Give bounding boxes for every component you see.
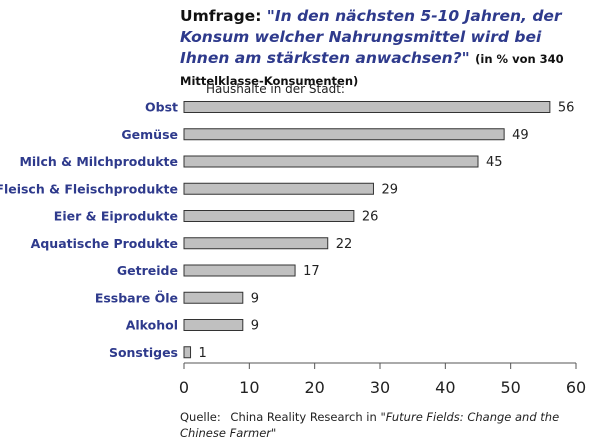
category-label-aquatische-produkte: Aquatische Produkte xyxy=(31,236,178,251)
value-label-essbare-öle: 9 xyxy=(251,291,259,306)
title-question: "In den nächsten 5-10 Jahren, der Konsum… xyxy=(180,7,562,67)
value-label-aquatische-produkte: 22 xyxy=(336,237,353,252)
bar-fleisch-fleischprodukte xyxy=(183,182,374,195)
x-tick-label-50: 50 xyxy=(500,378,520,397)
bar-aquatische-produkte xyxy=(183,237,329,250)
value-label-gemüse: 49 xyxy=(512,128,529,143)
value-label-obst: 56 xyxy=(558,101,575,116)
x-tick-label-10: 10 xyxy=(239,378,259,397)
category-label-obst: Obst xyxy=(145,100,178,115)
bar-sonstiges xyxy=(183,346,192,359)
bar-obst xyxy=(183,101,551,113)
category-label-eier-eiprodukte: Eier & Eiprodukte xyxy=(54,209,178,224)
x-tick-label-40: 40 xyxy=(435,378,455,397)
category-label-fleisch-fleischprodukte: Fleisch & Fleischprodukte xyxy=(0,181,178,196)
value-label-eier-eiprodukte: 26 xyxy=(362,210,379,225)
source-label: Quelle: xyxy=(180,410,221,424)
value-label-fleisch-fleischprodukte: 29 xyxy=(381,182,398,197)
value-label-alkohol: 9 xyxy=(251,319,259,334)
labels-layer: Obst 56 Gemüse 49 Milch & Milchprodukte 45 Fle… xyxy=(0,100,574,361)
value-label-getreide: 17 xyxy=(303,264,320,279)
category-label-essbare-öle: Essbare Öle xyxy=(95,290,178,305)
source-title: "Future Fields: Change and the Chinese F… xyxy=(180,410,560,440)
category-label-getreide: Getreide xyxy=(117,263,178,278)
bar-getreide xyxy=(183,264,296,277)
bars-layer xyxy=(183,101,551,359)
title-note: (in % von 340 Mittelklasse-Konsumenten) xyxy=(180,52,564,88)
bar-alkohol xyxy=(183,319,244,331)
category-label-gemüse: Gemüse xyxy=(121,127,178,142)
source-text: China Reality Research in xyxy=(230,410,377,424)
bar-milch-milchprodukte xyxy=(183,155,479,168)
category-label-alkohol: Alkohol xyxy=(126,318,178,333)
x-axis: 0 10 20 30 40 50 60 xyxy=(179,362,586,397)
category-label-sonstiges: Sonstiges xyxy=(109,345,178,360)
chart-title: Umfrage: "In den nächsten 5-10 Jahren, d… xyxy=(180,6,590,92)
value-label-milch-milchprodukte: 45 xyxy=(486,155,503,170)
bar-eier-eiprodukte xyxy=(183,210,355,222)
bar-gemüse xyxy=(183,128,505,141)
source-note: Quelle: China Reality Research in "Futur… xyxy=(180,409,590,441)
x-tick-label-30: 30 xyxy=(370,378,390,397)
category-label-milch-milchprodukte: Milch & Milchprodukte xyxy=(19,154,178,169)
value-label-sonstiges: 1 xyxy=(199,346,207,361)
x-tick-label-0: 0 xyxy=(179,378,189,397)
title-prefix: Umfrage: xyxy=(180,7,262,25)
chart-subtitle: Haushälte in der Stadt: xyxy=(206,82,345,96)
bar-essbare-öle xyxy=(183,291,244,304)
x-tick-label-60: 60 xyxy=(566,378,586,397)
x-tick-label-20: 20 xyxy=(304,378,324,397)
